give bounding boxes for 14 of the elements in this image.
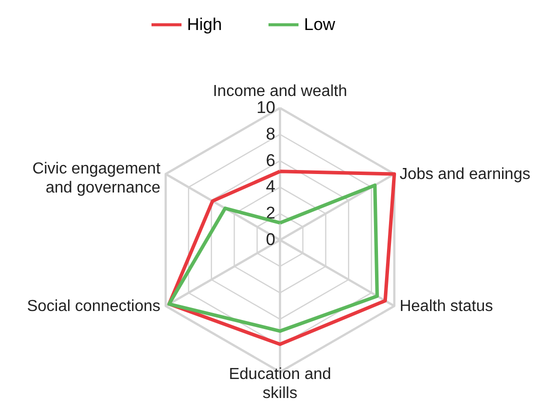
spoke-label: Social connections bbox=[26, 298, 160, 315]
legend-label: High bbox=[187, 14, 222, 34]
spoke-label: Jobs and earnings bbox=[400, 166, 530, 183]
y-tick-label: 0 bbox=[266, 230, 276, 249]
spoke-label: Education and skills bbox=[228, 366, 332, 402]
y-tick-label: 4 bbox=[266, 177, 276, 196]
y-tick-label: 8 bbox=[266, 124, 276, 144]
spoke-label: Civic engagement and governance bbox=[32, 160, 161, 197]
y-tick-label: 2 bbox=[266, 204, 276, 223]
y-tick-label: 10 bbox=[256, 98, 276, 117]
legend-label: Low bbox=[304, 14, 336, 34]
spoke-label: Income and wealth bbox=[212, 82, 348, 100]
spoke-label: Health status bbox=[400, 298, 493, 315]
y-tick-label: 6 bbox=[266, 150, 276, 170]
